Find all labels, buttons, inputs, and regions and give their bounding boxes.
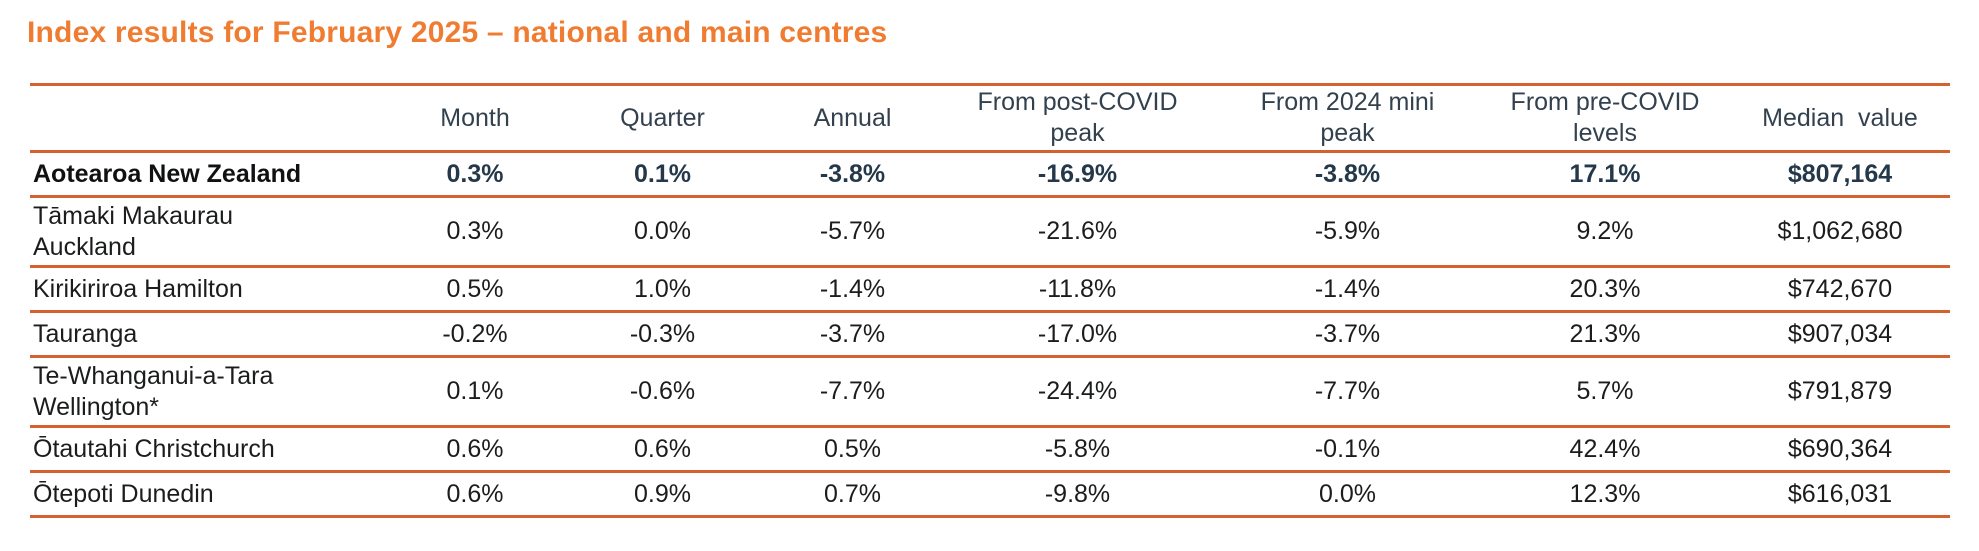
table-cell-pre-covid-levels: 12.3% bbox=[1569, 479, 1641, 508]
table-cell-2024-mini-peak: -5.9% bbox=[1314, 217, 1381, 245]
table-body: Aotearoa New Zealand 0.3% 0.1% -3.8% -16… bbox=[30, 152, 1950, 517]
table-row-auckland: Tāmaki Makaurau Auckland 0.3% 0.0% -5.7%… bbox=[30, 197, 1950, 267]
row-label: Ōtepoti Dunedin bbox=[33, 479, 214, 508]
table-cell-month: 0.6% bbox=[446, 479, 504, 508]
table-cell-annual: -3.8% bbox=[819, 159, 886, 188]
table-cell-2024-mini-peak: -1.4% bbox=[1314, 274, 1381, 303]
table-cell-annual: -1.4% bbox=[819, 274, 886, 303]
table-cell-quarter: 0.0% bbox=[634, 217, 691, 245]
table-cell-month: 0.5% bbox=[446, 274, 504, 303]
row-label: Ōtautahi Christchurch bbox=[33, 434, 275, 463]
column-header-2024-mini-peak: From 2024 mini peak bbox=[1260, 88, 1435, 147]
page-title: Index results for February 2025 – nation… bbox=[27, 16, 888, 49]
table-cell-quarter: 0.1% bbox=[634, 159, 691, 188]
row-label: Tauranga bbox=[33, 319, 138, 348]
table-cell-month: 0.1% bbox=[446, 377, 504, 405]
table-cell-annual: -5.7% bbox=[819, 217, 886, 245]
table-cell-2024-mini-peak: -7.7% bbox=[1314, 377, 1381, 405]
index-results-table: Month Quarter Annual From post-COVID pea… bbox=[30, 83, 1950, 518]
column-header-quarter: Quarter bbox=[620, 103, 705, 132]
header-row: Month Quarter Annual From post-COVID pea… bbox=[30, 84, 1950, 152]
table-cell-median-value: $690,364 bbox=[1787, 434, 1893, 463]
table-cell-post-covid-peak: -5.8% bbox=[1044, 434, 1111, 463]
column-header-annual: Annual bbox=[813, 103, 892, 132]
table-cell-median-value: $742,670 bbox=[1787, 274, 1893, 303]
table-cell-post-covid-peak: -9.8% bbox=[1044, 479, 1111, 508]
table-cell-2024-mini-peak: -3.7% bbox=[1314, 319, 1381, 348]
row-label: Aotearoa New Zealand bbox=[33, 159, 302, 188]
table-cell-annual: 0.5% bbox=[824, 434, 881, 463]
table-cell-pre-covid-levels: 20.3% bbox=[1569, 274, 1641, 303]
table-cell-median-value: $1,062,680 bbox=[1777, 217, 1903, 245]
table-cell-pre-covid-levels: 17.1% bbox=[1569, 159, 1641, 188]
table-cell-post-covid-peak: -17.0% bbox=[1037, 319, 1118, 348]
table-cell-quarter: 0.9% bbox=[634, 479, 691, 508]
table-header: Month Quarter Annual From post-COVID pea… bbox=[30, 84, 1950, 152]
table-row-dunedin: Ōtepoti Dunedin 0.6% 0.9% 0.7% -9.8% 0.0… bbox=[30, 472, 1950, 517]
table-cell-month: -0.2% bbox=[442, 319, 508, 348]
table-cell-median-value: $807,164 bbox=[1787, 159, 1893, 188]
table-cell-2024-mini-peak: -3.8% bbox=[1314, 159, 1381, 188]
table-row-christchurch: Ōtautahi Christchurch 0.6% 0.6% 0.5% -5.… bbox=[30, 427, 1950, 472]
table-cell-annual: 0.7% bbox=[824, 479, 881, 508]
table-cell-median-value: $616,031 bbox=[1787, 479, 1893, 508]
column-header-pre-covid-levels: From pre-COVID levels bbox=[1510, 88, 1700, 147]
table-cell-post-covid-peak: -11.8% bbox=[1038, 274, 1117, 303]
table-cell-2024-mini-peak: -0.1% bbox=[1314, 434, 1381, 463]
table-cell-post-covid-peak: -16.9% bbox=[1037, 159, 1118, 188]
column-header-month: Month bbox=[440, 103, 510, 132]
table-cell-post-covid-peak: -21.6% bbox=[1037, 217, 1118, 245]
table-cell-month: 0.3% bbox=[446, 159, 504, 188]
table-cell-2024-mini-peak: 0.0% bbox=[1319, 479, 1376, 508]
table-cell-quarter: 1.0% bbox=[634, 274, 691, 303]
table-row-hamilton: Kirikiriroa Hamilton 0.5% 1.0% -1.4% -11… bbox=[30, 267, 1950, 312]
column-header-post-covid-peak: From post-COVID peak bbox=[977, 88, 1178, 147]
column-header-median-value: Median value bbox=[1762, 103, 1918, 132]
table-cell-annual: -7.7% bbox=[819, 377, 886, 405]
table-row-tauranga: Tauranga -0.2% -0.3% -3.7% -17.0% -3.7% … bbox=[30, 312, 1950, 357]
table-cell-quarter: -0.3% bbox=[629, 319, 696, 348]
table-cell-pre-covid-levels: 5.7% bbox=[1576, 377, 1634, 405]
column-header-region bbox=[30, 85, 390, 152]
row-label: Kirikiriroa Hamilton bbox=[33, 274, 243, 303]
table-cell-month: 0.3% bbox=[446, 217, 504, 245]
table-cell-quarter: -0.6% bbox=[629, 377, 696, 405]
table-cell-median-value: $791,879 bbox=[1787, 377, 1893, 405]
table-cell-month: 0.6% bbox=[446, 434, 504, 463]
table-row-wellington: Te-Whanganui-a-Tara Wellington* 0.1% -0.… bbox=[30, 357, 1950, 427]
report-page: Index results for February 2025 – nation… bbox=[0, 16, 1979, 551]
table-cell-annual: -3.7% bbox=[819, 319, 886, 348]
table-cell-pre-covid-levels: 42.4% bbox=[1569, 434, 1641, 463]
table-row-national: Aotearoa New Zealand 0.3% 0.1% -3.8% -16… bbox=[30, 152, 1950, 197]
table-cell-post-covid-peak: -24.4% bbox=[1037, 377, 1118, 405]
row-label: Tāmaki Makaurau Auckland bbox=[33, 201, 234, 261]
table-cell-pre-covid-levels: 21.3% bbox=[1569, 319, 1641, 348]
row-label: Te-Whanganui-a-Tara Wellington* bbox=[33, 361, 274, 421]
table-cell-quarter: 0.6% bbox=[634, 434, 691, 463]
table-cell-median-value: $907,034 bbox=[1787, 319, 1893, 348]
table-cell-pre-covid-levels: 9.2% bbox=[1576, 217, 1634, 245]
